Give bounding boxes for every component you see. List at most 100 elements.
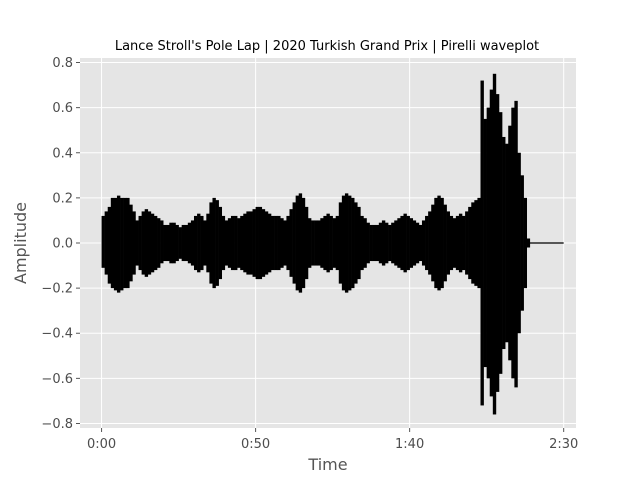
waveform-segment bbox=[415, 222, 420, 264]
waveform-segment bbox=[446, 211, 450, 275]
waveform-segment bbox=[323, 215, 327, 271]
y-tick-label: 0.0 bbox=[52, 237, 73, 252]
waveform-segment bbox=[141, 211, 145, 275]
y-axis-label: Amplitude bbox=[11, 202, 30, 284]
x-axis-ticks: 0:00 0:50 1:40 2:30 bbox=[87, 428, 578, 452]
waveform-segment bbox=[240, 215, 244, 271]
waveform-segment bbox=[409, 218, 414, 268]
waveform-segment bbox=[378, 222, 383, 264]
waveform-segment bbox=[421, 220, 426, 266]
waveform-segment bbox=[221, 215, 226, 271]
waveform-segment bbox=[187, 222, 192, 264]
y-tick-label: 0.4 bbox=[52, 146, 73, 161]
waveform-series bbox=[101, 73, 531, 415]
waveform-segment bbox=[332, 218, 337, 268]
waveform-segment bbox=[363, 218, 367, 268]
waveform-segment bbox=[335, 215, 340, 271]
waveform-segment bbox=[129, 204, 133, 282]
waveform-segment bbox=[468, 206, 472, 280]
waveform-segment bbox=[381, 220, 386, 266]
waveform-segment bbox=[452, 218, 457, 268]
waveform-segment bbox=[498, 112, 503, 374]
waveform-segment bbox=[172, 222, 176, 264]
waveform-segment bbox=[212, 197, 216, 289]
waveform-segment bbox=[147, 211, 152, 275]
waveform-segment bbox=[372, 224, 377, 262]
waveform-segment bbox=[458, 213, 463, 273]
waveform-segment bbox=[514, 100, 518, 388]
waveform-segment bbox=[338, 202, 343, 284]
waveform-segment bbox=[193, 215, 198, 271]
waveform-segment bbox=[360, 215, 364, 271]
waveform-segment bbox=[113, 197, 118, 291]
y-tick-label: 0.6 bbox=[52, 101, 73, 116]
waveform-segment bbox=[437, 195, 441, 291]
waveform-segment bbox=[237, 218, 241, 268]
waveform-segment bbox=[471, 202, 475, 284]
waveform-segment bbox=[295, 195, 300, 291]
x-tick-label: 0:00 bbox=[87, 437, 116, 452]
waveform-segment bbox=[110, 197, 115, 289]
waveform-segment bbox=[474, 200, 478, 286]
waveform-segment bbox=[255, 206, 259, 280]
waveform-segment bbox=[431, 204, 435, 282]
y-tick-label: 0.2 bbox=[52, 191, 73, 206]
waveform-segment bbox=[267, 213, 272, 273]
waveform-segment bbox=[317, 220, 321, 266]
waveform-segment bbox=[351, 197, 355, 289]
waveform-segment bbox=[301, 197, 306, 289]
waveform-segment bbox=[480, 80, 484, 406]
waveform-segment bbox=[123, 197, 127, 289]
waveform-segment bbox=[264, 211, 269, 275]
waveform-segment bbox=[348, 195, 352, 291]
waveform-segment bbox=[169, 222, 173, 264]
waveform-segment bbox=[178, 227, 182, 259]
waveform-segment bbox=[341, 195, 346, 291]
waveform-segment bbox=[274, 215, 278, 271]
waveform-segment bbox=[307, 218, 312, 268]
waveform-segment bbox=[477, 197, 481, 289]
waveform-segment bbox=[443, 204, 447, 282]
waveform-segment bbox=[153, 215, 158, 271]
y-tick-label: 0.8 bbox=[52, 56, 73, 71]
y-axis-ticks: −0.8 −0.6 −0.4 −0.2 0.0 0.2 0.4 0.6 0.8 bbox=[41, 56, 80, 432]
waveform-segment bbox=[462, 215, 466, 271]
y-tick-label: −0.6 bbox=[41, 372, 73, 387]
waveform-segment bbox=[486, 107, 491, 379]
waveform-segment bbox=[455, 215, 460, 271]
waveform-segment bbox=[150, 213, 155, 273]
waveform-segment bbox=[181, 224, 186, 262]
waveform-segment bbox=[234, 215, 238, 271]
waveform-segment bbox=[227, 218, 232, 268]
waveform-segment bbox=[354, 202, 358, 284]
y-tick-label: −0.2 bbox=[41, 282, 73, 297]
waveform-segment bbox=[203, 220, 207, 266]
waveform-segment bbox=[157, 218, 161, 268]
waveform-segment bbox=[397, 218, 401, 268]
waveform-segment bbox=[166, 224, 170, 262]
waveform-segment bbox=[224, 220, 229, 266]
waveform-segment bbox=[197, 213, 201, 273]
waveform-segment bbox=[286, 215, 290, 271]
waveform-segment bbox=[280, 218, 284, 268]
waveform-segment bbox=[116, 195, 121, 293]
waveform-segment bbox=[508, 125, 512, 361]
waveform-segment bbox=[209, 202, 213, 284]
waveform-segment bbox=[283, 220, 287, 266]
waveform-segment bbox=[252, 209, 256, 277]
waveform-segment bbox=[489, 89, 494, 397]
waveform-segment bbox=[261, 209, 266, 277]
waveform-segment bbox=[215, 200, 219, 286]
x-axis-label: Time bbox=[307, 455, 347, 474]
waveform-segment bbox=[517, 152, 521, 334]
y-tick-label: −0.4 bbox=[41, 327, 73, 342]
waveform-segment bbox=[366, 222, 370, 264]
waveform-segment bbox=[101, 215, 105, 268]
waveform-segment bbox=[406, 215, 410, 271]
waveform-segment bbox=[483, 118, 487, 368]
waveform-segment bbox=[520, 175, 524, 311]
waveform-segment bbox=[434, 197, 438, 289]
x-tick-label: 0:50 bbox=[241, 437, 270, 452]
waveform-segment bbox=[292, 202, 296, 284]
waveform-segment bbox=[132, 211, 136, 275]
